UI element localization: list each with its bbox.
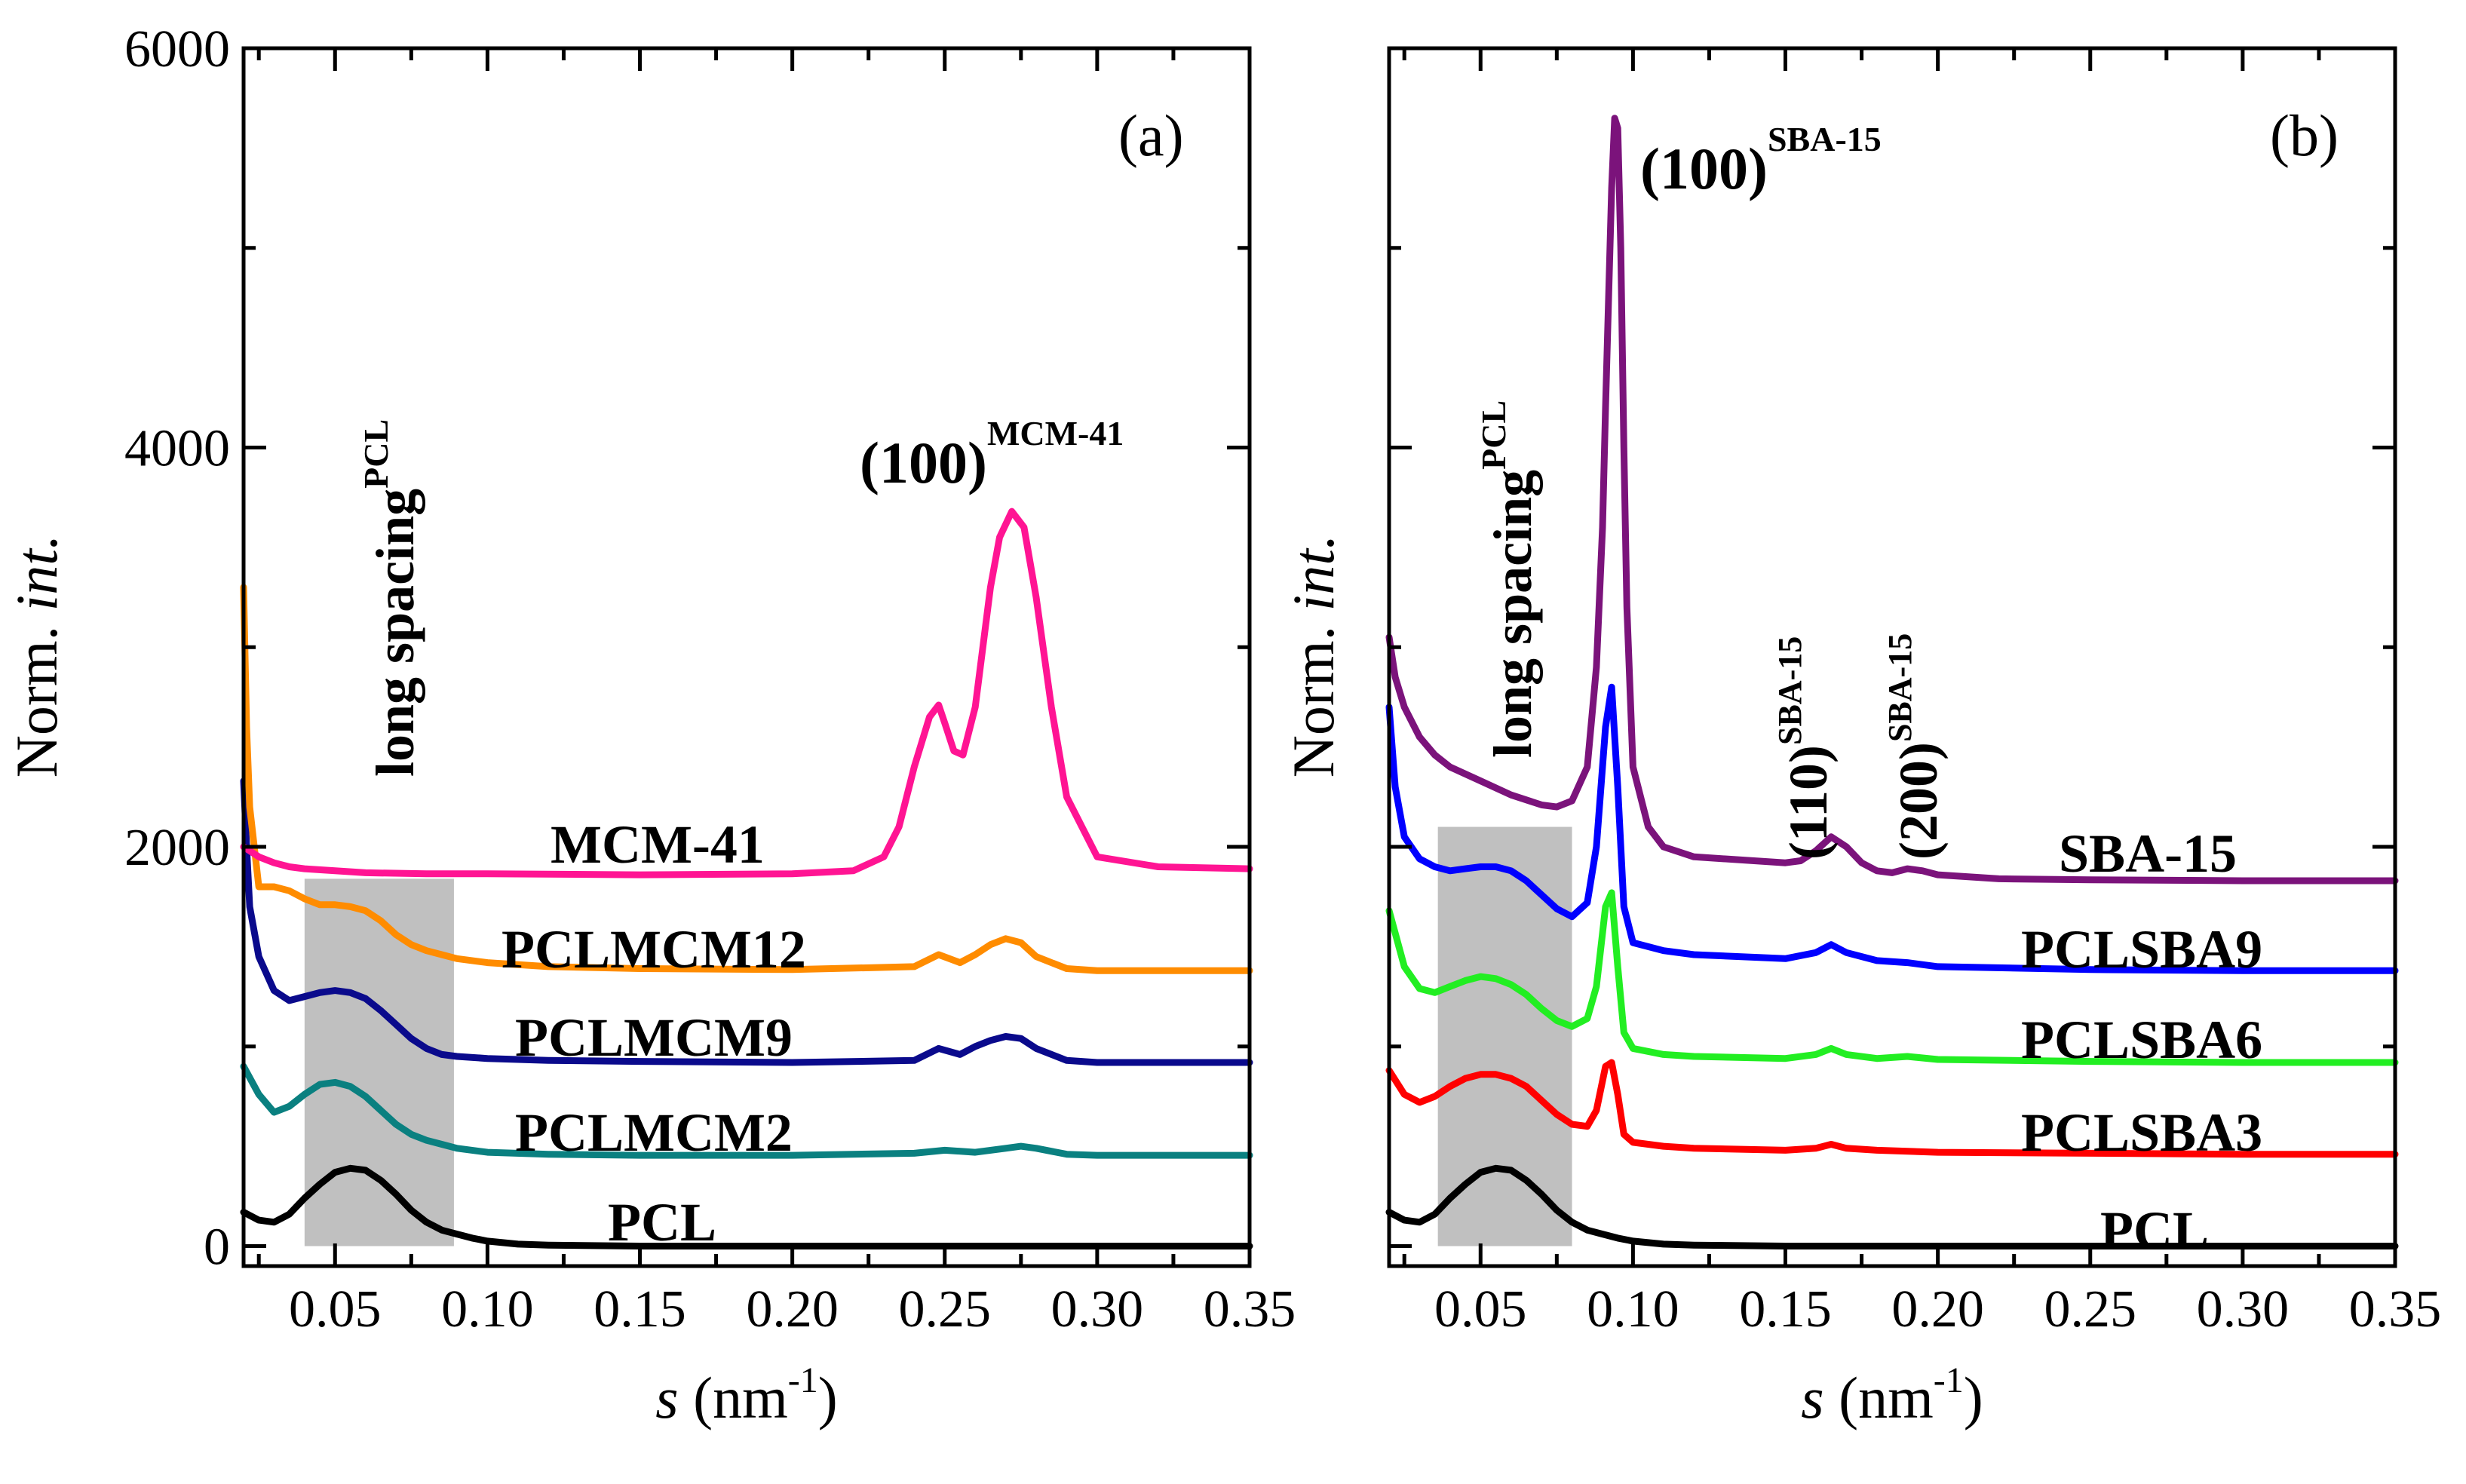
series-label-pcl-b: PCL [2100,1200,2209,1261]
annotation-200-sba15: (200)SBA-15 [1882,633,1949,860]
annotation-100-mcm41-sup: MCM-41 [987,414,1124,452]
series-label-pclmcm2: PCLMCM2 [515,1102,793,1163]
x-axis-title-b-unit: (nm [1839,1365,1934,1430]
x-tick-label: 0.35 [2349,1280,2442,1338]
x-axis-title-b-close: ) [1964,1365,1983,1430]
x-tick-label: 0.15 [593,1280,686,1338]
series-label-pcl-a: PCL [608,1192,716,1253]
annotation-100-sba15: (100)SBA-15 [1640,120,1882,201]
series-line-sba-15 [1385,115,2399,885]
x-axis-title-a-exp: -1 [788,1360,818,1400]
annotation-100-mcm41: (100)MCM-41 [860,414,1124,495]
annotation-long-spacing-b-text: long spacing [1483,470,1543,758]
series-line-pcl [240,1164,1253,1249]
series-label-pclsba3: PCLSBA3 [2021,1102,2262,1163]
series-label-sba15: SBA-15 [2059,823,2237,884]
series-line-mcm-41 [240,507,1253,878]
x-tick-label: 0.05 [1434,1280,1527,1338]
x-tick-label: 0.15 [1739,1280,1832,1338]
series-line-pcl [1385,1164,2399,1249]
shaded-band-b [1437,826,1572,1246]
series-label-pclsba6: PCLSBA6 [2021,1010,2262,1070]
x-tick-label: 0.20 [746,1280,839,1338]
series-group-a [240,507,1253,1249]
annotation-100-sba15-sup: SBA-15 [1768,120,1882,158]
shaded-band-a [304,878,454,1246]
series-line-pclsba3 [1385,1059,2399,1158]
annotation-long-spacing-a: long spacingPCL [357,419,425,777]
x-tick-label: 0.10 [441,1280,534,1338]
y-tick-label: 4000 [124,420,230,478]
x-tick-label: 0.05 [289,1280,382,1338]
series-line-pclsba6 [1385,889,2399,1066]
annotation-110-sba15: (110)SBA-15 [1771,636,1839,860]
x-tick-label: 0.10 [1587,1280,1679,1338]
annotation-110-sba15-text: (110) [1778,745,1839,860]
y-axis-title-b-text: Norm. [1281,611,1346,777]
y-axis-title-a: Norm. int. [4,535,69,778]
panel-a: 0.05 0.10 0.15 0.20 0.25 0.30 0.35 0 2000 4000 600… [4,20,1296,1430]
ticks-b: 0.05 0.10 0.15 0.20 0.25 0.30 0.35 [1389,46,2442,1338]
series-label-pclsba9: PCLSBA9 [2021,919,2262,980]
x-axis-title-b-exp: -1 [1934,1360,1964,1400]
series-label-pclmcm12: PCLMCM12 [501,919,806,980]
series-line-pclmcm9 [240,777,1253,1066]
annotation-200-sba15-sup: SBA-15 [1882,633,1919,742]
panel-tag-b: (b) [2270,103,2339,168]
annotation-long-spacing-b-sup: PCL [1474,400,1513,470]
annotation-long-spacing-a-sup: PCL [357,419,395,489]
plot-frame-a [241,46,1252,1268]
x-axis-title-a-unit: (nm [693,1365,788,1430]
x-tick-label: 0.30 [2197,1280,2290,1338]
series-line-pclmcm2 [240,1062,1253,1159]
x-tick-label: 0.25 [899,1280,992,1338]
x-axis-title-a: s (nm-1) [655,1360,837,1430]
x-tick-label: 0.25 [2044,1280,2137,1338]
y-axis-title-b: Norm. int. [1281,535,1346,778]
panel-tag-a: (a) [1118,103,1184,168]
annotation-200-sba15-text: (200) [1888,742,1949,860]
x-axis-title-a-close: ) [818,1365,838,1430]
y-tick-label: 2000 [124,819,230,877]
panel-b: 0.05 0.10 0.15 0.20 0.25 0.30 0.35 (b) SBA-15 … [1281,46,2442,1430]
series-label-pclmcm9: PCLMCM9 [515,1007,793,1068]
annotation-100-mcm41-text: (100) [860,430,987,495]
series-group-b [1385,115,2399,1249]
y-axis-title-a-italic: int. [4,535,69,612]
annotation-110-sba15-sup: SBA-15 [1771,636,1808,745]
annotation-100-sba15-text: (100) [1640,136,1768,201]
x-axis-title-a-var: s [655,1365,678,1430]
y-tick-label: 0 [204,1219,230,1277]
series-line-pclmcm12 [240,584,1253,974]
x-axis-title-b: s (nm-1) [1801,1360,1983,1430]
x-tick-label: 0.35 [1204,1280,1296,1338]
series-label-mcm41: MCM-41 [551,814,765,875]
y-axis-title-b-italic: int. [1281,535,1346,612]
annotation-long-spacing-b: long spacingPCL [1474,400,1543,758]
x-tick-label: 0.20 [1891,1280,1984,1338]
x-tick-label: 0.30 [1051,1280,1144,1338]
ticks-a: 0.05 0.10 0.15 0.20 0.25 0.30 0.35 0 2000 4000 600… [124,20,1296,1338]
x-axis-title-b-var: s [1801,1365,1823,1430]
series-line-pclsba9 [1385,683,2399,974]
y-tick-label: 6000 [124,20,230,78]
plot-frame-b [1387,46,2397,1268]
y-axis-title-a-text: Norm. [4,611,69,777]
annotation-long-spacing-a-text: long spacing [365,489,425,777]
